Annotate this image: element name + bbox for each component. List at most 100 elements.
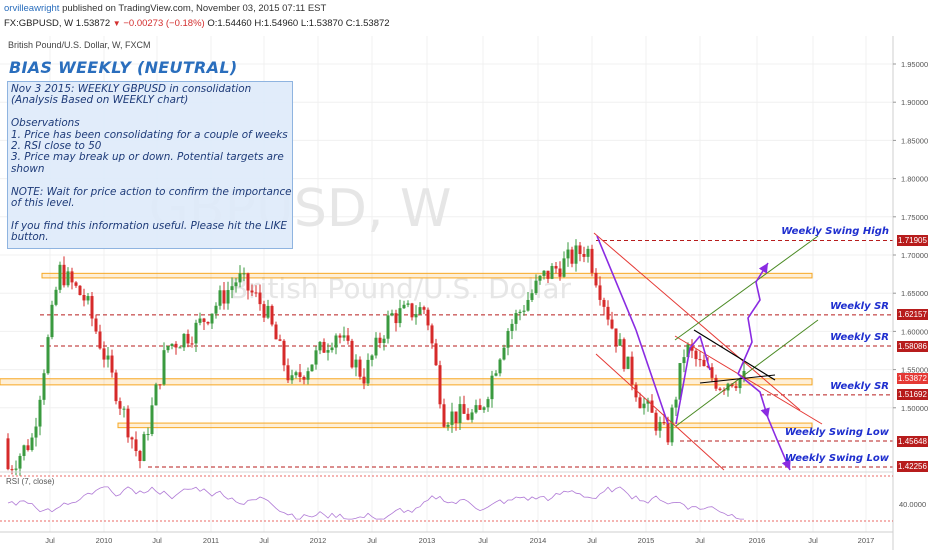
price-tag: 1.58086	[897, 340, 928, 352]
candle-body	[646, 400, 650, 404]
level-label: Weekly Swing High	[781, 226, 889, 238]
candle-body	[278, 339, 282, 341]
channel-green-line	[674, 235, 819, 341]
note-line: If you find this information useful. Ple…	[11, 219, 287, 232]
y-tick-label: 1.85000	[901, 136, 928, 145]
candle-body	[478, 405, 482, 410]
rsi-tick-label: 40.0000	[899, 500, 926, 509]
candle-body	[310, 364, 314, 372]
candle-body	[522, 310, 526, 312]
candle-body	[266, 305, 270, 318]
zone-rect	[117, 422, 813, 429]
candle-body	[622, 339, 626, 369]
symbol-name: FX:GBPUSD, W	[4, 18, 74, 29]
candle-body	[46, 337, 50, 374]
support-resistance-zones[interactable]	[0, 272, 813, 429]
candle-body	[590, 248, 594, 273]
candle-body	[702, 359, 706, 367]
y-tick-label: 1.95000	[901, 60, 928, 69]
candle-body	[506, 330, 510, 348]
x-tick-label: Jul	[808, 536, 818, 545]
candle-body	[214, 305, 218, 314]
zone-rect	[41, 272, 813, 279]
candle-body	[446, 424, 450, 427]
chart-area[interactable]: GBPUSD, W British Pound/U.S. Dollar 1.95…	[0, 36, 932, 550]
analysis-note-box[interactable]: Nov 3 2015: WEEKLY GBPUSD in consolidati…	[7, 81, 293, 249]
triangle-line	[693, 329, 776, 381]
candle-body	[554, 266, 558, 269]
candle-body	[638, 397, 642, 409]
candle-body	[394, 313, 398, 324]
candle-body	[122, 408, 126, 410]
bias-title: BIAS WEEKLY (NEUTRAL)	[9, 58, 238, 77]
candle-body	[634, 384, 638, 398]
candle-body	[206, 321, 210, 324]
level-label: Weekly Swing Low	[784, 427, 889, 439]
candle-body	[378, 337, 382, 343]
candle-body	[66, 271, 70, 286]
x-tick-label: 2017	[858, 536, 875, 545]
candle-body	[186, 333, 190, 344]
candle-body	[18, 455, 22, 469]
symbol-line: FX:GBPUSD, W 1.53872 ▼ −0.00273 (−0.18%)…	[4, 18, 390, 29]
arrow-down-target-2	[767, 417, 791, 471]
candle-body	[542, 270, 546, 276]
y-tick-label: 1.50000	[901, 404, 928, 413]
candle-body	[546, 270, 550, 279]
down-arrow-icon: ▼	[112, 19, 121, 28]
candle-body	[74, 282, 78, 286]
candle-body	[566, 249, 570, 259]
candle-body	[54, 289, 58, 305]
candle-body	[326, 350, 330, 353]
candle-body	[102, 348, 106, 360]
candle-body	[418, 307, 422, 315]
candle-body	[58, 264, 62, 290]
candle-body	[686, 344, 690, 358]
candle-body	[358, 359, 362, 377]
arrow-down-target	[737, 373, 770, 419]
note-line: (Analysis Based on WEEKLY chart)	[11, 94, 189, 107]
publish-info: published on TradingView.com, November 0…	[62, 3, 327, 14]
candle-body	[30, 437, 34, 451]
x-tick-label: Jul	[695, 536, 705, 545]
candlestick-series	[6, 239, 746, 476]
candle-body	[62, 264, 66, 286]
candle-body	[166, 346, 170, 351]
candle-body	[22, 445, 26, 456]
candle-body	[146, 434, 150, 436]
axes: 1.95000 1.90000 1.85000 1.80000 1.75000 1.700…	[0, 36, 928, 550]
y-tick-label: 1.70000	[901, 251, 928, 260]
candle-body	[422, 307, 426, 310]
candle-body	[294, 372, 298, 376]
trend-drawings[interactable]	[593, 232, 823, 471]
candle-body	[518, 311, 522, 314]
candle-body	[534, 280, 538, 294]
ohlc-values: O:1.54460 H:1.54960 L:1.53870 C:1.53872	[207, 18, 390, 29]
candle-body	[90, 296, 94, 319]
candle-body	[10, 469, 14, 471]
candle-body	[618, 339, 622, 346]
candle-body	[258, 292, 262, 305]
x-tick-label: Jul	[152, 536, 162, 545]
note-line: 1. Price has been consolidating for a co…	[11, 128, 288, 141]
candle-body	[170, 343, 174, 347]
candle-body	[250, 290, 254, 293]
candle-body	[370, 355, 374, 360]
candle-body	[382, 338, 386, 343]
candle-body	[498, 359, 502, 374]
candle-body	[178, 347, 182, 349]
candle-body	[594, 272, 598, 286]
level-label: Weekly Swing Low	[784, 452, 889, 464]
candle-body	[466, 413, 470, 420]
note-line	[11, 175, 289, 186]
y-tick-label: 1.75000	[901, 213, 928, 222]
candle-body	[50, 304, 54, 338]
candle-body	[650, 400, 654, 413]
candle-body	[486, 399, 490, 408]
x-tick-label: Jul	[367, 536, 377, 545]
candle-body	[526, 299, 530, 311]
candle-body	[314, 350, 318, 365]
candle-body	[82, 295, 86, 301]
candle-body	[578, 245, 582, 255]
author-link[interactable]: orvilleawright	[4, 3, 60, 14]
